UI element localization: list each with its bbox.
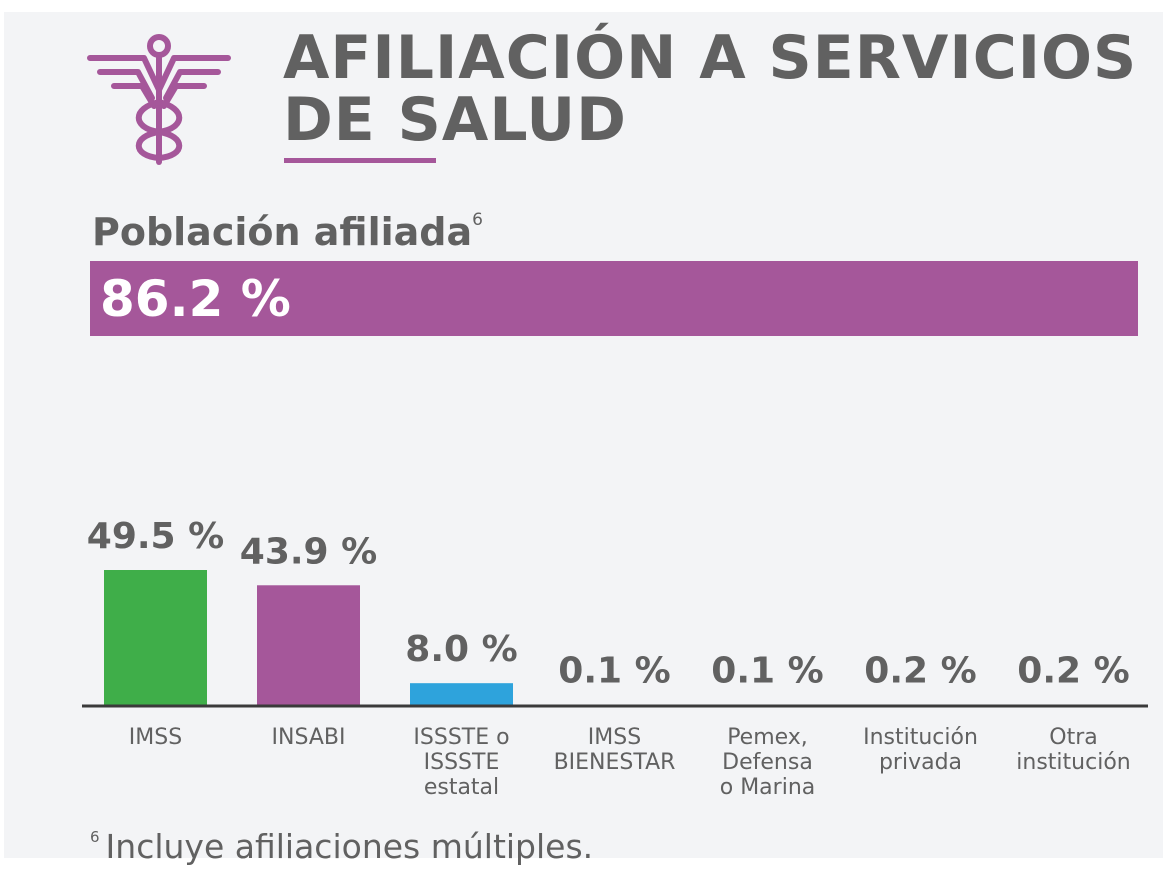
- category-label-4-2: o Marina: [720, 775, 816, 800]
- footnote-mark: 6: [90, 828, 100, 846]
- value-label-1: 43.9 %: [240, 531, 377, 572]
- bar-1: [257, 585, 360, 705]
- value-label-3: 0.1 %: [558, 651, 670, 692]
- category-label-3-1: BIENESTAR: [554, 750, 676, 775]
- category-label-6-0: Otra: [1049, 725, 1097, 750]
- category-label-6-1: institución: [1016, 750, 1130, 775]
- total-affiliation-value: 86.2 %: [100, 270, 291, 328]
- value-label-2: 8.0 %: [405, 629, 517, 670]
- infographic-card: [4, 12, 1163, 858]
- category-label-0-0: IMSS: [129, 725, 182, 750]
- category-label-3-0: IMSS: [588, 725, 641, 750]
- bar-2: [410, 683, 513, 705]
- category-label-2-0: ISSSTE o: [413, 725, 509, 750]
- value-label-4: 0.1 %: [711, 651, 823, 692]
- category-label-4-0: Pemex,: [727, 725, 808, 750]
- value-label-6: 0.2 %: [1017, 650, 1129, 691]
- value-label-0: 49.5 %: [87, 516, 224, 557]
- footnote: 6 Incluye afiliaciones múltiples.: [90, 816, 593, 868]
- summary-label-text: Población afiliada: [92, 210, 473, 254]
- category-label-1-0: INSABI: [272, 725, 346, 750]
- category-label-2-2: estatal: [424, 775, 499, 800]
- title-underline: [284, 158, 436, 163]
- total-affiliation-bar: 86.2 %: [90, 261, 1138, 336]
- value-label-5: 0.2 %: [864, 650, 976, 691]
- category-label-5-1: privada: [879, 750, 962, 775]
- footnote-text: Incluye afiliaciones múltiples.: [105, 827, 594, 866]
- total-affiliation-fill: [90, 261, 1138, 336]
- category-label-4-1: Defensa: [722, 750, 813, 775]
- category-label-5-0: Institución: [863, 725, 978, 750]
- summary-label: Población afiliada6: [92, 195, 483, 257]
- caduceus-icon: [87, 34, 231, 165]
- page-title-line-2: DE SALUD: [283, 85, 627, 155]
- bar-0: [104, 570, 207, 705]
- page-title-line-1: AFILIACIÓN A SERVICIOS: [283, 23, 1138, 93]
- category-label-2-1: ISSSTE: [424, 750, 500, 775]
- summary-footnote-mark: 6: [472, 210, 483, 230]
